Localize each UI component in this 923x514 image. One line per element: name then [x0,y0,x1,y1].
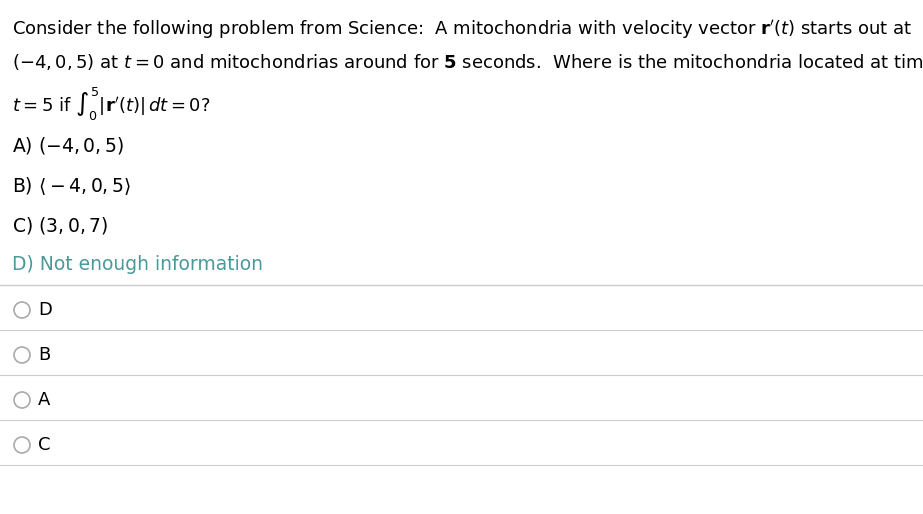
Text: C) $(3,0,7)$: C) $(3,0,7)$ [12,215,108,236]
Text: C: C [38,436,51,454]
Text: D) Not enough information: D) Not enough information [12,255,263,274]
Text: $t=5$ if $\int_0^5 |\mathbf{r}'(t)|\, dt = 0$?: $t=5$ if $\int_0^5 |\mathbf{r}'(t)|\, dt… [12,86,210,123]
Text: A: A [38,391,51,409]
Text: B) $\langle -4,0,5\rangle$: B) $\langle -4,0,5\rangle$ [12,175,131,197]
Text: B: B [38,346,50,364]
Text: A) $(-4,0,5)$: A) $(-4,0,5)$ [12,135,124,156]
Text: D: D [38,301,52,319]
Text: Consider the following problem from Science:  A mitochondria with velocity vecto: Consider the following problem from Scie… [12,18,912,41]
Text: $(-4,0,5)$ at $t=0$ and mitochondrias around for $\mathbf{5}$ seconds.  Where is: $(-4,0,5)$ at $t=0$ and mitochondrias ar… [12,52,923,72]
